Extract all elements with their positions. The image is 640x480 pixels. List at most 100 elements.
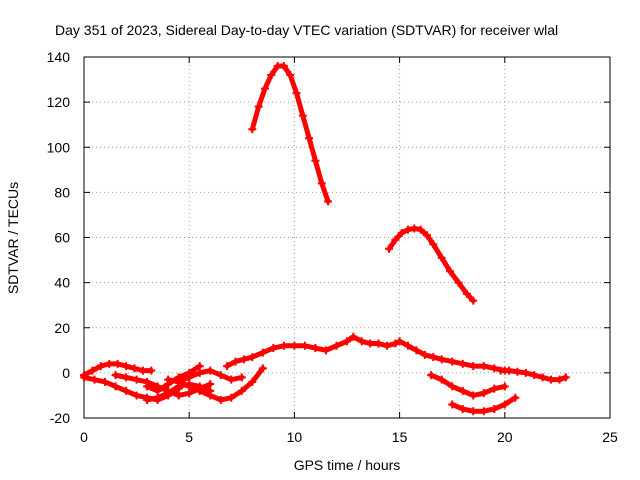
data-point — [410, 224, 419, 233]
series-high-arc-1 — [248, 62, 333, 206]
data-point — [382, 341, 391, 350]
data-point — [122, 373, 131, 382]
data-point — [349, 332, 358, 341]
data-point — [267, 71, 276, 80]
data-point — [138, 366, 147, 375]
series-high-arc-2 — [385, 224, 478, 305]
data-point — [195, 362, 204, 371]
data-point — [404, 341, 413, 350]
data-point — [206, 380, 215, 389]
y-tick-label: 40 — [54, 275, 70, 291]
data-point — [130, 364, 139, 373]
x-axis-label: GPS time / hours — [294, 457, 401, 473]
series-track — [165, 365, 266, 403]
y-tick-label: 100 — [47, 139, 71, 155]
data-point — [422, 231, 431, 240]
data-point — [446, 267, 455, 276]
x-tick-label: 10 — [287, 429, 303, 445]
y-tick-label: 20 — [54, 320, 70, 336]
data-point — [305, 134, 314, 143]
x-tick-label: 25 — [602, 429, 618, 445]
data-point — [500, 382, 509, 391]
data-point — [174, 377, 183, 386]
data-point — [223, 362, 232, 371]
data-point — [448, 400, 457, 409]
data-point — [469, 391, 478, 400]
data-point — [505, 366, 514, 375]
data-point — [88, 366, 97, 375]
data-point — [164, 389, 173, 398]
y-tick-label: 60 — [54, 230, 70, 246]
x-tick-label: 0 — [80, 429, 88, 445]
series-early-track-4 — [143, 380, 215, 404]
data-point — [374, 339, 383, 348]
data-point — [132, 391, 141, 400]
series-dip-track-1 — [427, 371, 509, 400]
series-track — [386, 225, 476, 304]
data-point — [90, 375, 99, 384]
data-point — [448, 357, 457, 366]
data-point — [105, 359, 114, 368]
chart-title: Day 351 of 2023, Sidereal Day-to-day VTE… — [55, 22, 558, 38]
data-point — [317, 179, 326, 188]
data-point — [437, 253, 446, 262]
data-point — [132, 375, 141, 384]
y-tick-label: -20 — [50, 410, 70, 426]
data-point — [469, 362, 478, 371]
data-point — [237, 386, 246, 395]
data-point — [248, 353, 257, 362]
data-point — [258, 364, 267, 373]
data-point — [513, 367, 522, 376]
data-point — [511, 393, 520, 402]
data-point — [561, 373, 570, 382]
data-point — [174, 391, 183, 400]
data-point — [227, 375, 236, 384]
data-point — [248, 125, 257, 134]
data-point — [292, 89, 301, 98]
data-point — [290, 341, 299, 350]
y-axis-label: SDTVAR / TECUs — [5, 182, 21, 294]
data-point — [311, 156, 320, 165]
data-point — [216, 371, 225, 380]
y-tick-label: 120 — [47, 94, 71, 110]
data-point — [153, 386, 162, 395]
data-point — [195, 368, 204, 377]
data-point — [458, 359, 467, 368]
data-point — [96, 362, 105, 371]
data-point — [555, 375, 564, 384]
data-point — [397, 228, 406, 237]
data-point — [216, 395, 225, 404]
data-point — [260, 84, 269, 93]
data-point — [153, 393, 162, 402]
data-point — [332, 341, 341, 350]
data-point — [195, 386, 204, 395]
series-dip-track-2 — [448, 393, 520, 416]
data-point — [185, 389, 194, 398]
y-tick-label: 0 — [62, 365, 70, 381]
data-point — [427, 371, 436, 380]
series-track — [249, 63, 331, 204]
data-point — [122, 386, 131, 395]
data-point — [412, 346, 421, 355]
data-point — [298, 111, 307, 120]
series-early-track-7 — [174, 366, 246, 386]
data-point — [343, 337, 351, 346]
data-point — [500, 400, 509, 409]
data-point — [239, 355, 248, 364]
data-point — [185, 382, 194, 391]
data-point — [496, 366, 505, 375]
data-point — [479, 362, 488, 371]
data-point — [454, 278, 463, 287]
data-point — [469, 296, 478, 305]
data-point — [420, 350, 429, 359]
data-point — [324, 197, 333, 206]
data-point — [237, 373, 246, 382]
data-point — [429, 240, 438, 249]
data-point — [279, 62, 288, 71]
data-point — [111, 382, 120, 391]
data-point — [147, 366, 156, 375]
data-point — [404, 225, 413, 234]
y-tick-label: 140 — [47, 49, 71, 65]
data-point — [111, 371, 120, 380]
data-point — [458, 386, 467, 395]
